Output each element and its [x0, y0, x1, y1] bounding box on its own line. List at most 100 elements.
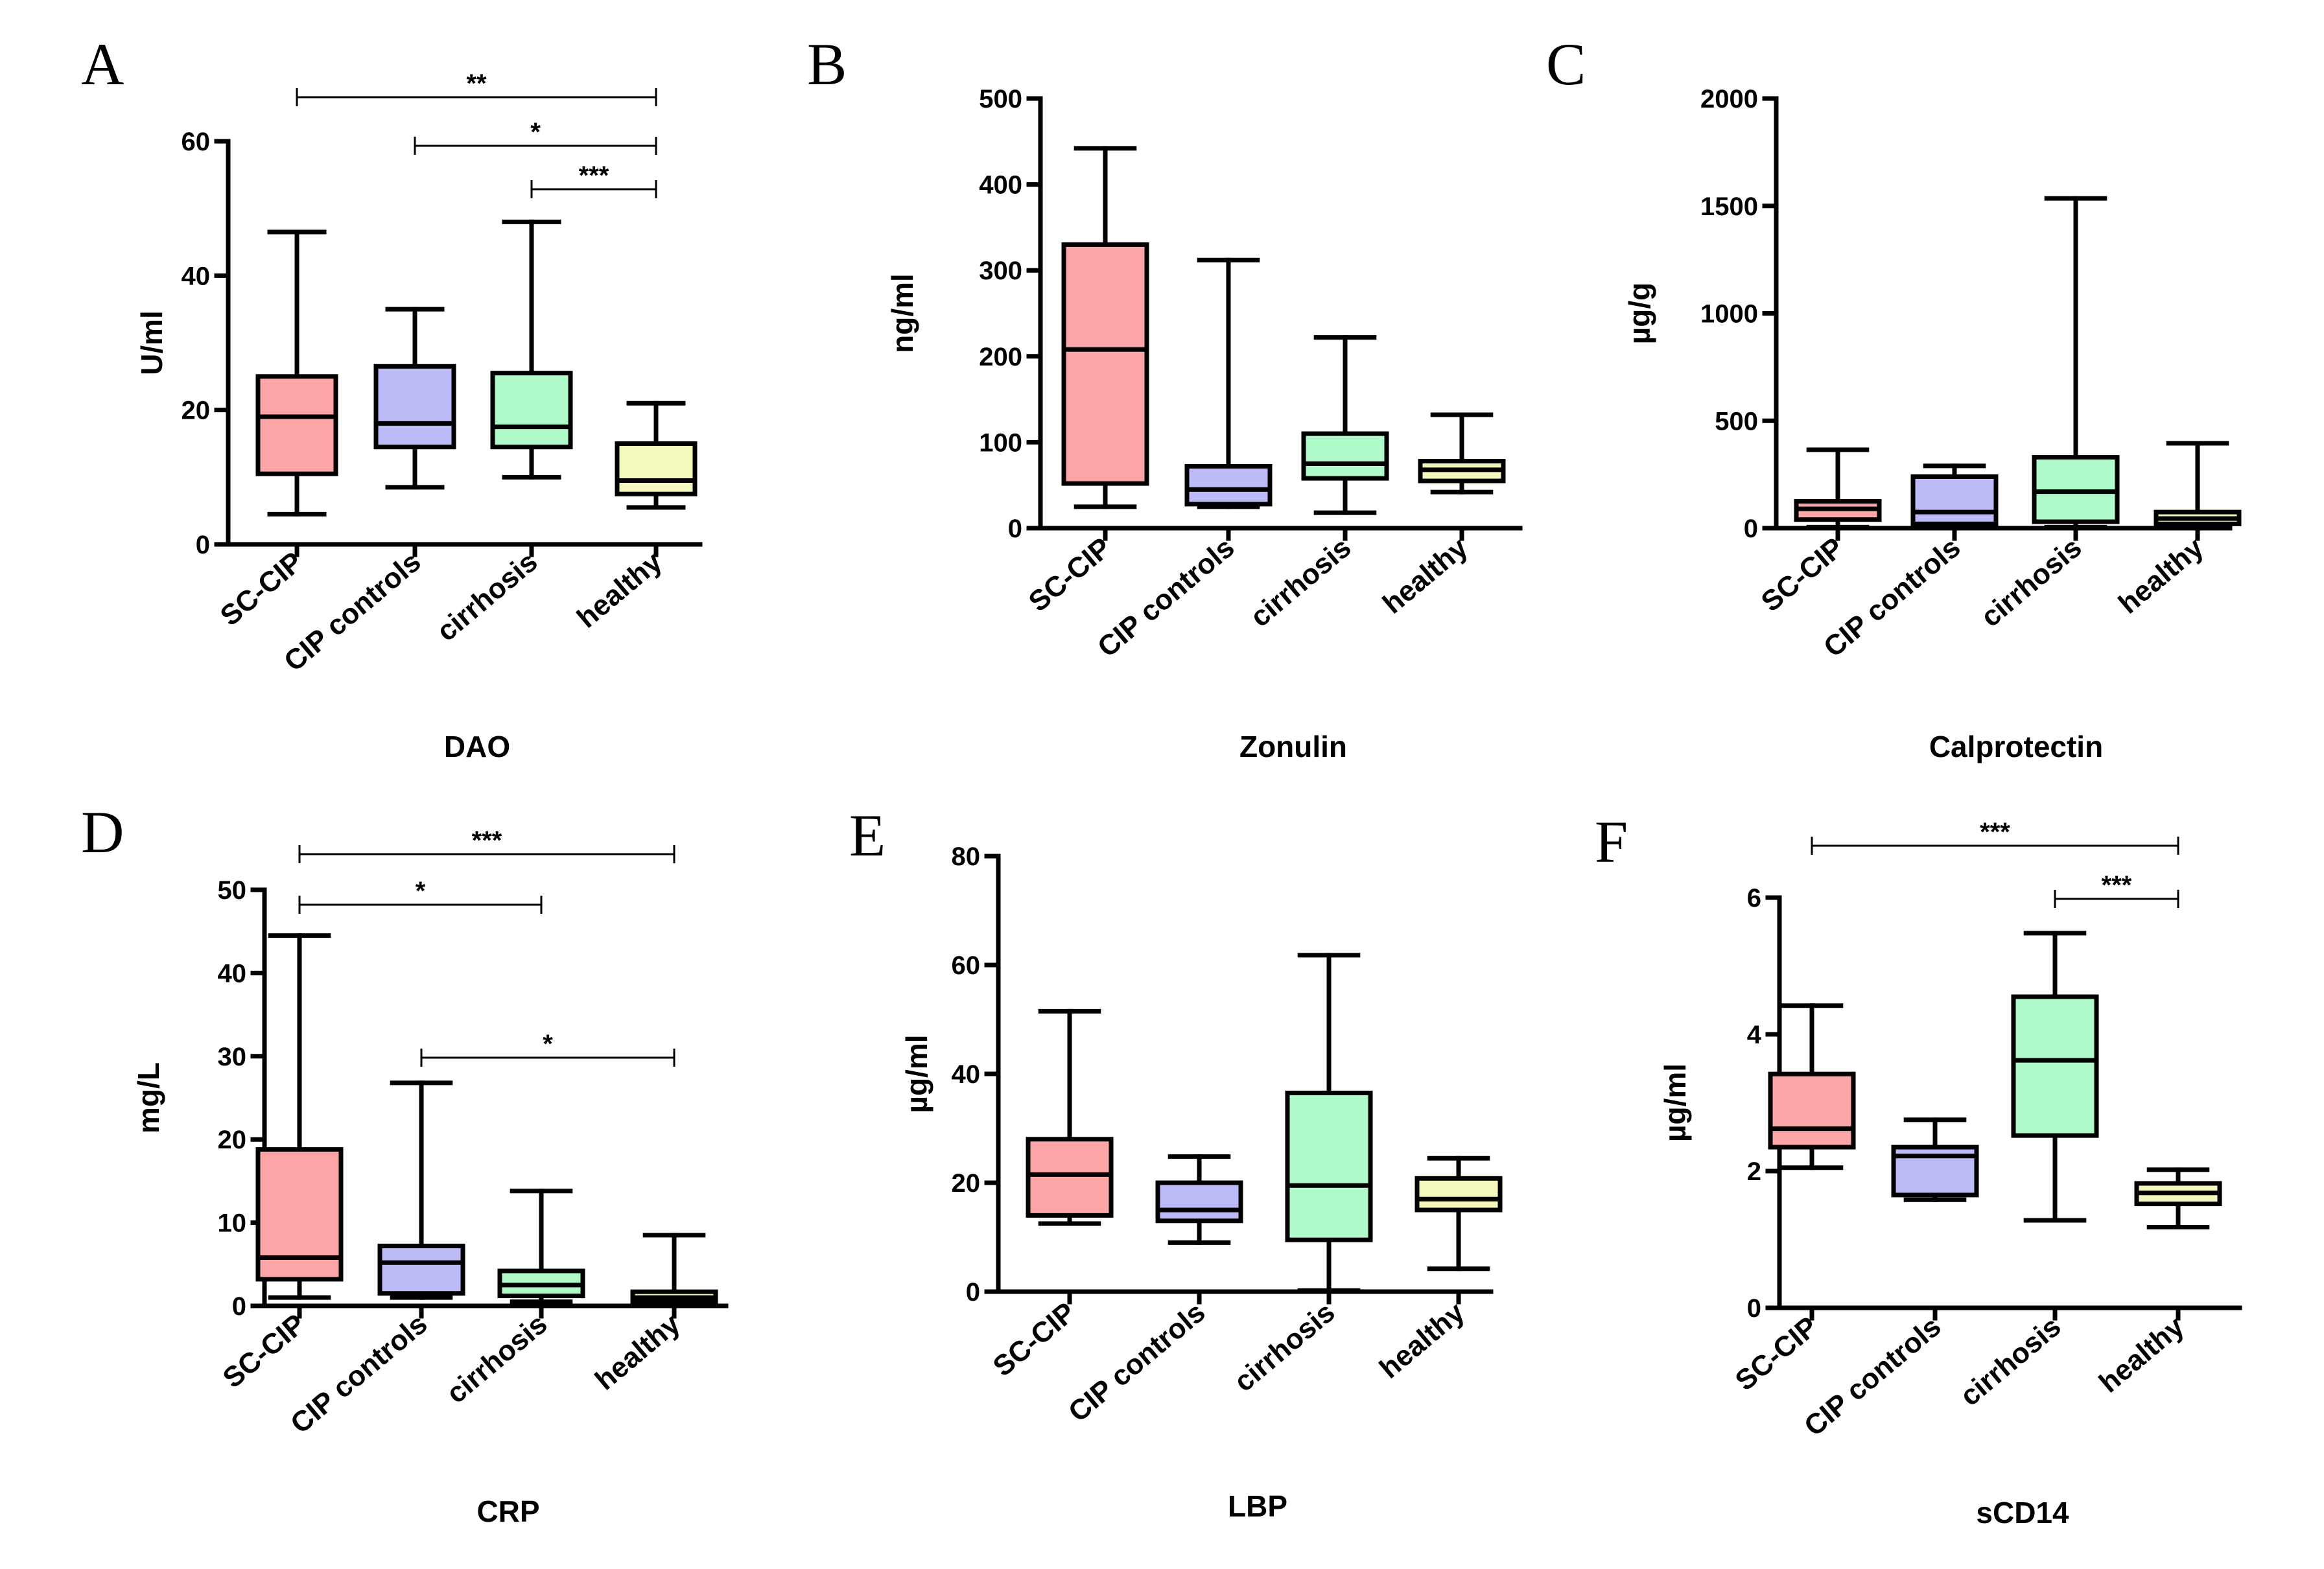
y-tick-label: 2000 [1700, 85, 1758, 113]
box-cip-controls [377, 1080, 465, 1300]
x-category-label: cirrhosis [1975, 531, 2088, 633]
box-cirrhosis [2011, 931, 2099, 1223]
x-category-label: SC-CIP [1755, 531, 1850, 618]
y-axis-title: µg/g [1623, 283, 1656, 344]
box-iqr [1768, 1071, 1856, 1150]
y-axis-title: mg/L [132, 1062, 165, 1133]
x-category-label: healthy [2113, 531, 2210, 620]
x-category-label: SC-CIP [1730, 1310, 1824, 1397]
x-category-label: healthy [589, 1308, 687, 1397]
x-axis-title: Calprotectin [1929, 730, 2103, 763]
y-tick-label: 300 [979, 257, 1022, 285]
y-tick-label: 10 [218, 1209, 247, 1238]
box-cirrhosis [490, 219, 573, 480]
box-healthy [2154, 441, 2242, 529]
box-sc-cip [1768, 1003, 1856, 1170]
panel-letter: D [81, 799, 124, 865]
significance-bracket: * [420, 1030, 675, 1067]
box-iqr [255, 374, 338, 476]
y-tick-label: 400 [979, 171, 1022, 200]
box-cip-controls [1891, 1117, 1979, 1202]
x-category-label: healthy [1377, 531, 1474, 620]
x-category-label: SC-CIP [217, 1308, 312, 1394]
box-iqr [1301, 431, 1389, 481]
significance-bracket: ** [296, 69, 657, 106]
y-axis-title: U/ml [135, 310, 169, 375]
panel-letter: C [1546, 31, 1586, 97]
y-tick-label: 0 [232, 1292, 246, 1321]
box-healthy [630, 1233, 718, 1306]
x-category-label: CIP controls [1798, 1310, 1947, 1443]
y-tick-label: 1000 [1700, 300, 1758, 329]
panel-letter: E [849, 802, 886, 868]
significance-bracket: *** [2054, 871, 2179, 908]
y-tick-label: 500 [1715, 407, 1758, 436]
significance-label: *** [2102, 871, 2132, 900]
x-category-label: SC-CIP [1023, 531, 1118, 618]
box-sc-cip [255, 229, 338, 517]
y-tick-label: 0 [196, 531, 210, 559]
box-iqr [1285, 1090, 1373, 1242]
y-tick-label: 40 [952, 1060, 981, 1089]
y-tick-label: 0 [1747, 1294, 1761, 1323]
significance-label: *** [579, 161, 609, 190]
y-tick-label: 60 [182, 128, 211, 156]
panel-letter: F [1595, 809, 1628, 875]
box-iqr [1026, 1137, 1114, 1218]
y-tick-label: 500 [979, 85, 1022, 113]
box-iqr [373, 364, 456, 450]
box-iqr [1910, 474, 1999, 526]
y-tick-label: 40 [182, 262, 211, 290]
y-axis-title: ng/ml [886, 273, 919, 353]
y-tick-label: 4 [1747, 1021, 1762, 1049]
significance-bracket: * [298, 877, 543, 914]
y-tick-label: 50 [218, 876, 247, 905]
box-iqr [615, 441, 698, 496]
significance-label: *** [1980, 818, 2010, 846]
box-cirrhosis [1285, 953, 1373, 1293]
significance-bracket: * [414, 118, 657, 155]
box-cip-controls [373, 307, 456, 490]
y-tick-label: 80 [952, 843, 981, 871]
significance-label: ** [466, 69, 487, 98]
box-iqr [490, 371, 573, 450]
box-iqr [1155, 1180, 1243, 1224]
x-axis-title: CRP [476, 1494, 539, 1528]
y-tick-label: 20 [218, 1126, 247, 1154]
x-axis-title: DAO [444, 730, 510, 763]
x-category-label: healthy [571, 546, 668, 634]
box-cip-controls [1910, 463, 1999, 529]
significance-label: * [416, 877, 426, 905]
x-axis-title: sCD14 [1976, 1496, 2069, 1529]
panel-letter: A [81, 31, 124, 97]
significance-label: * [543, 1030, 553, 1058]
x-category-label: cirrhosis [1228, 1296, 1341, 1398]
box-cirrhosis [1301, 335, 1389, 515]
x-category-label: CIP controls [1062, 1296, 1211, 1428]
y-tick-label: 1500 [1700, 192, 1758, 221]
box-cip-controls [1155, 1154, 1243, 1245]
box-cirrhosis [497, 1189, 585, 1305]
y-tick-label: 2 [1747, 1157, 1761, 1186]
significance-label: *** [472, 826, 502, 855]
y-tick-label: 6 [1747, 884, 1761, 912]
y-tick-label: 40 [218, 959, 247, 988]
x-category-label: SC-CIP [215, 546, 309, 632]
y-axis-title: µg/ml [900, 1034, 933, 1113]
x-axis-title: Zonulin [1239, 730, 1347, 763]
x-category-label: cirrhosis [1245, 531, 1357, 633]
box-iqr [1414, 1176, 1503, 1213]
y-tick-label: 200 [979, 343, 1022, 371]
significance-bracket: *** [1811, 818, 2179, 855]
y-tick-label: 0 [966, 1278, 980, 1307]
box-healthy [2134, 1167, 2222, 1230]
significance-bracket: *** [530, 161, 657, 198]
box-sc-cip [255, 933, 344, 1300]
x-axis-title: LBP [1228, 1489, 1287, 1523]
box-iqr [377, 1244, 465, 1296]
